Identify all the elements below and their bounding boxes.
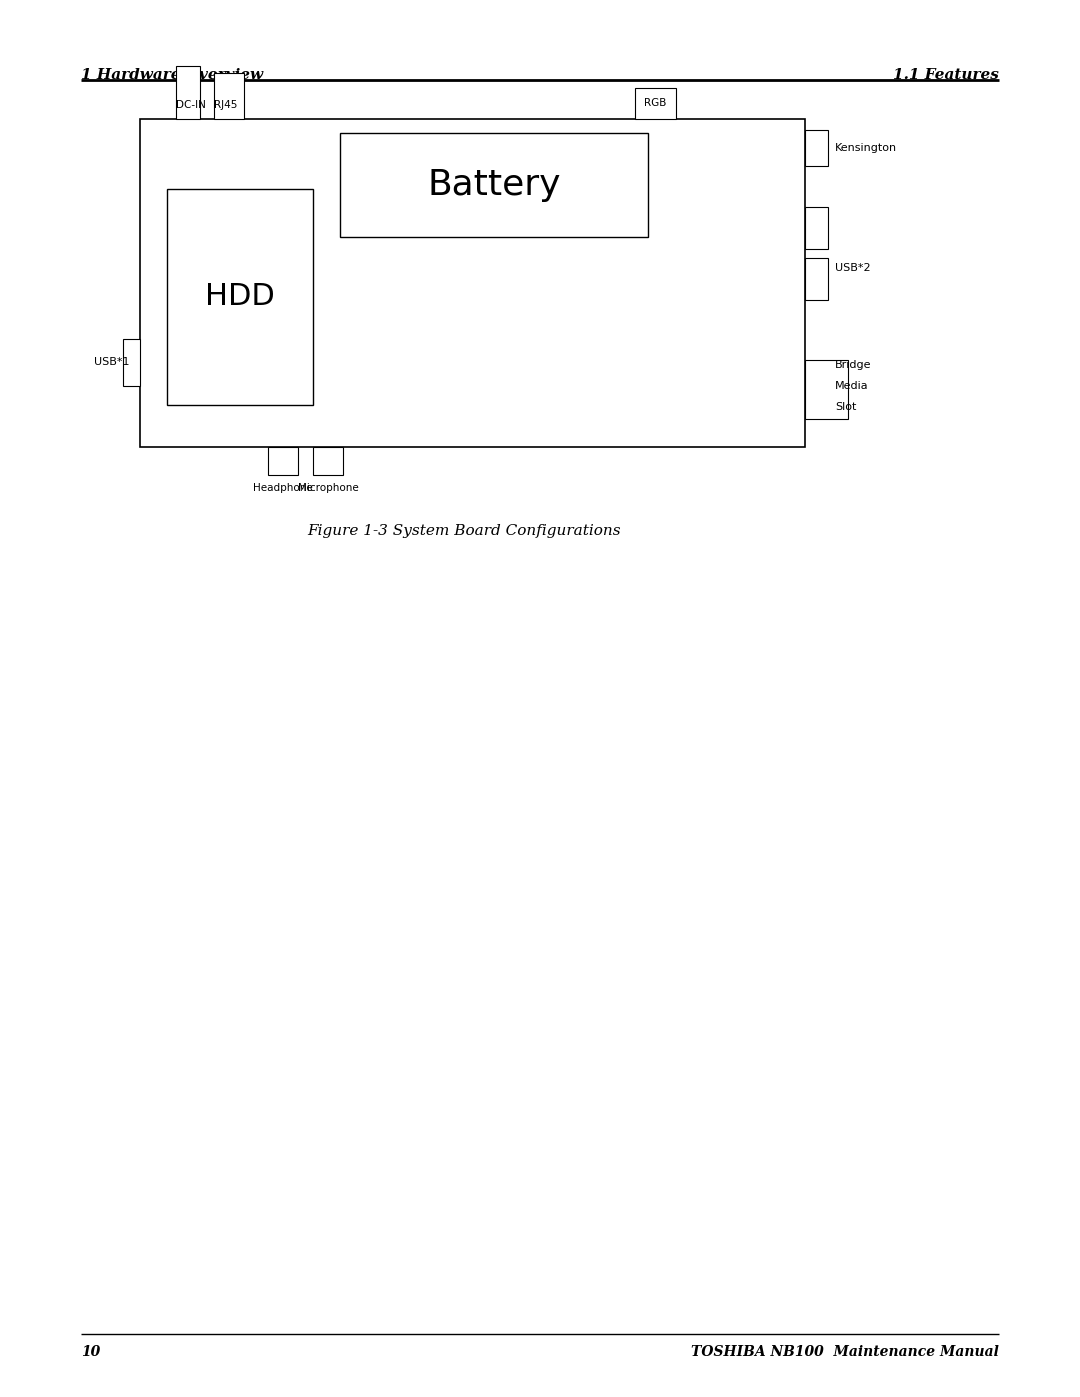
Bar [268,447,298,475]
Text: DC-IN: DC-IN [176,101,206,110]
Bar [123,339,140,386]
Text: Microphone: Microphone [298,483,359,493]
Text: RJ45: RJ45 [214,101,238,110]
Bar [635,88,676,119]
Text: Battery: Battery [428,168,561,203]
Text: 1.1 Features: 1.1 Features [893,68,999,82]
Text: HDD: HDD [205,282,275,312]
Bar [140,119,805,447]
Bar [340,133,648,237]
Text: USB*2: USB*2 [835,263,870,274]
Bar [805,360,848,419]
Text: Slot: Slot [835,401,856,412]
Text: Kensington: Kensington [835,142,897,154]
Text: Figure 1-3 System Board Configurations: Figure 1-3 System Board Configurations [308,524,621,538]
Text: Media: Media [835,380,868,391]
Bar [805,130,828,166]
Bar [313,447,343,475]
Bar [805,207,828,249]
Text: TOSHIBA NB100  Maintenance Manual: TOSHIBA NB100 Maintenance Manual [691,1345,999,1359]
Text: 10: 10 [81,1345,100,1359]
Text: 1 Hardware Overview: 1 Hardware Overview [81,68,264,82]
Text: Headphone: Headphone [253,483,313,493]
Bar [176,66,200,119]
Bar [167,189,313,405]
Bar [805,258,828,300]
Text: Bridge: Bridge [835,359,872,370]
Bar [214,73,244,119]
Text: RGB: RGB [645,98,666,109]
Text: USB*1: USB*1 [94,356,130,367]
